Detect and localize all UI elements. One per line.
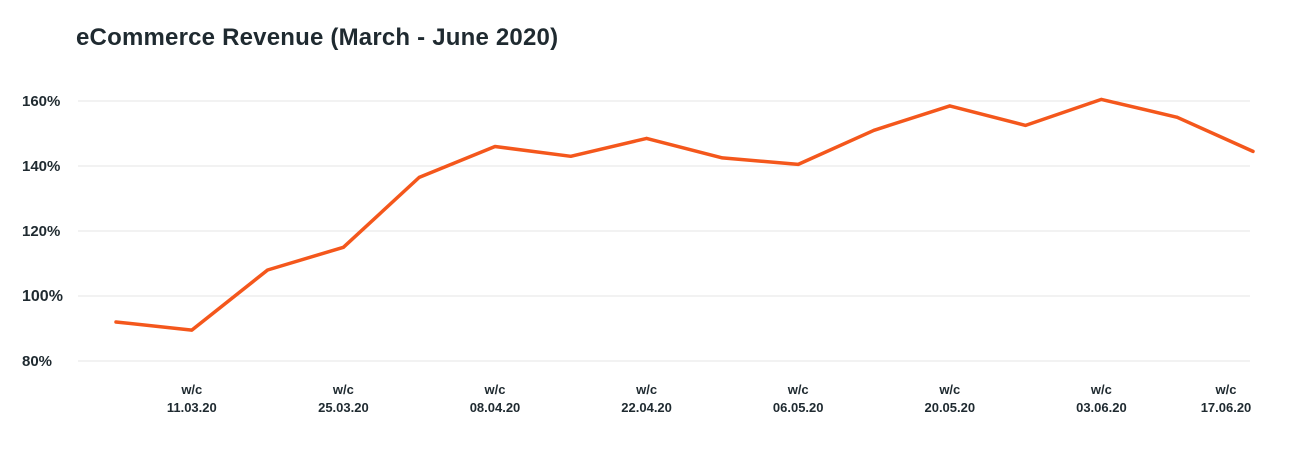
- x-tick-line2: 08.04.20: [470, 400, 521, 415]
- y-tick-label: 80%: [22, 353, 52, 370]
- x-tick-label: w/c 22.04.20: [621, 382, 672, 415]
- data-point: [645, 136, 649, 140]
- series-line: [114, 97, 1255, 332]
- x-tick-line1: w/c: [180, 382, 202, 397]
- x-tick-line1: w/c: [938, 382, 960, 397]
- data-point: [493, 145, 497, 148]
- data-point: [266, 268, 270, 272]
- x-tick-line2: 11.03.20: [167, 400, 217, 415]
- data-point: [341, 245, 345, 249]
- x-tick-label: w/c 25.03.20: [318, 382, 369, 415]
- data-point: [948, 104, 952, 108]
- data-point: [1099, 97, 1103, 101]
- data-point: [1251, 149, 1255, 153]
- grid-lines: [78, 100, 1250, 362]
- series-layer: [114, 97, 1255, 332]
- y-axis-ticks: 80% 100% 120% 140% 160%: [22, 93, 63, 370]
- data-point: [872, 128, 876, 132]
- x-axis-ticks: w/c 11.03.20 w/c 25.03.20 w/c 08.04.20 w/c 22.0…: [167, 382, 1251, 415]
- x-tick-label: w/c 17.06.20: [1201, 382, 1252, 415]
- y-tick-label: 160%: [22, 93, 60, 110]
- x-tick-label: w/c 03.06.20: [1076, 382, 1127, 415]
- x-tick-line2: 03.06.20: [1076, 400, 1127, 415]
- x-tick-line2: 22.04.20: [621, 400, 672, 415]
- x-tick-line1: w/c: [484, 382, 506, 397]
- data-point: [1175, 115, 1179, 119]
- x-tick-line1: w/c: [1215, 382, 1237, 397]
- x-tick-label: w/c 20.05.20: [924, 382, 975, 415]
- data-point: [720, 156, 724, 160]
- data-point: [417, 175, 421, 179]
- chart-title: eCommerce Revenue (March - June 2020): [76, 24, 559, 51]
- y-tick-label: 120%: [22, 223, 60, 240]
- y-tick-label: 140%: [22, 158, 60, 175]
- data-point: [1024, 123, 1028, 127]
- x-tick-line2: 17.06.20: [1201, 400, 1252, 415]
- x-tick-label: w/c 08.04.20: [470, 382, 521, 415]
- x-tick-label: w/c 06.05.20: [773, 382, 824, 415]
- x-tick-line2: 20.05.20: [924, 400, 975, 415]
- data-point: [569, 154, 573, 158]
- x-tick-label: w/c 11.03.20: [167, 382, 217, 415]
- data-point: [114, 320, 118, 324]
- x-tick-line1: w/c: [787, 382, 809, 397]
- x-tick-line1: w/c: [1090, 382, 1112, 397]
- x-tick-line2: 06.05.20: [773, 400, 824, 415]
- x-tick-line1: w/c: [332, 382, 354, 397]
- y-tick-label: 100%: [22, 288, 63, 305]
- x-tick-line1: w/c: [635, 382, 657, 397]
- data-point: [190, 328, 194, 332]
- data-point: [796, 162, 800, 166]
- x-tick-line2: 25.03.20: [318, 400, 369, 415]
